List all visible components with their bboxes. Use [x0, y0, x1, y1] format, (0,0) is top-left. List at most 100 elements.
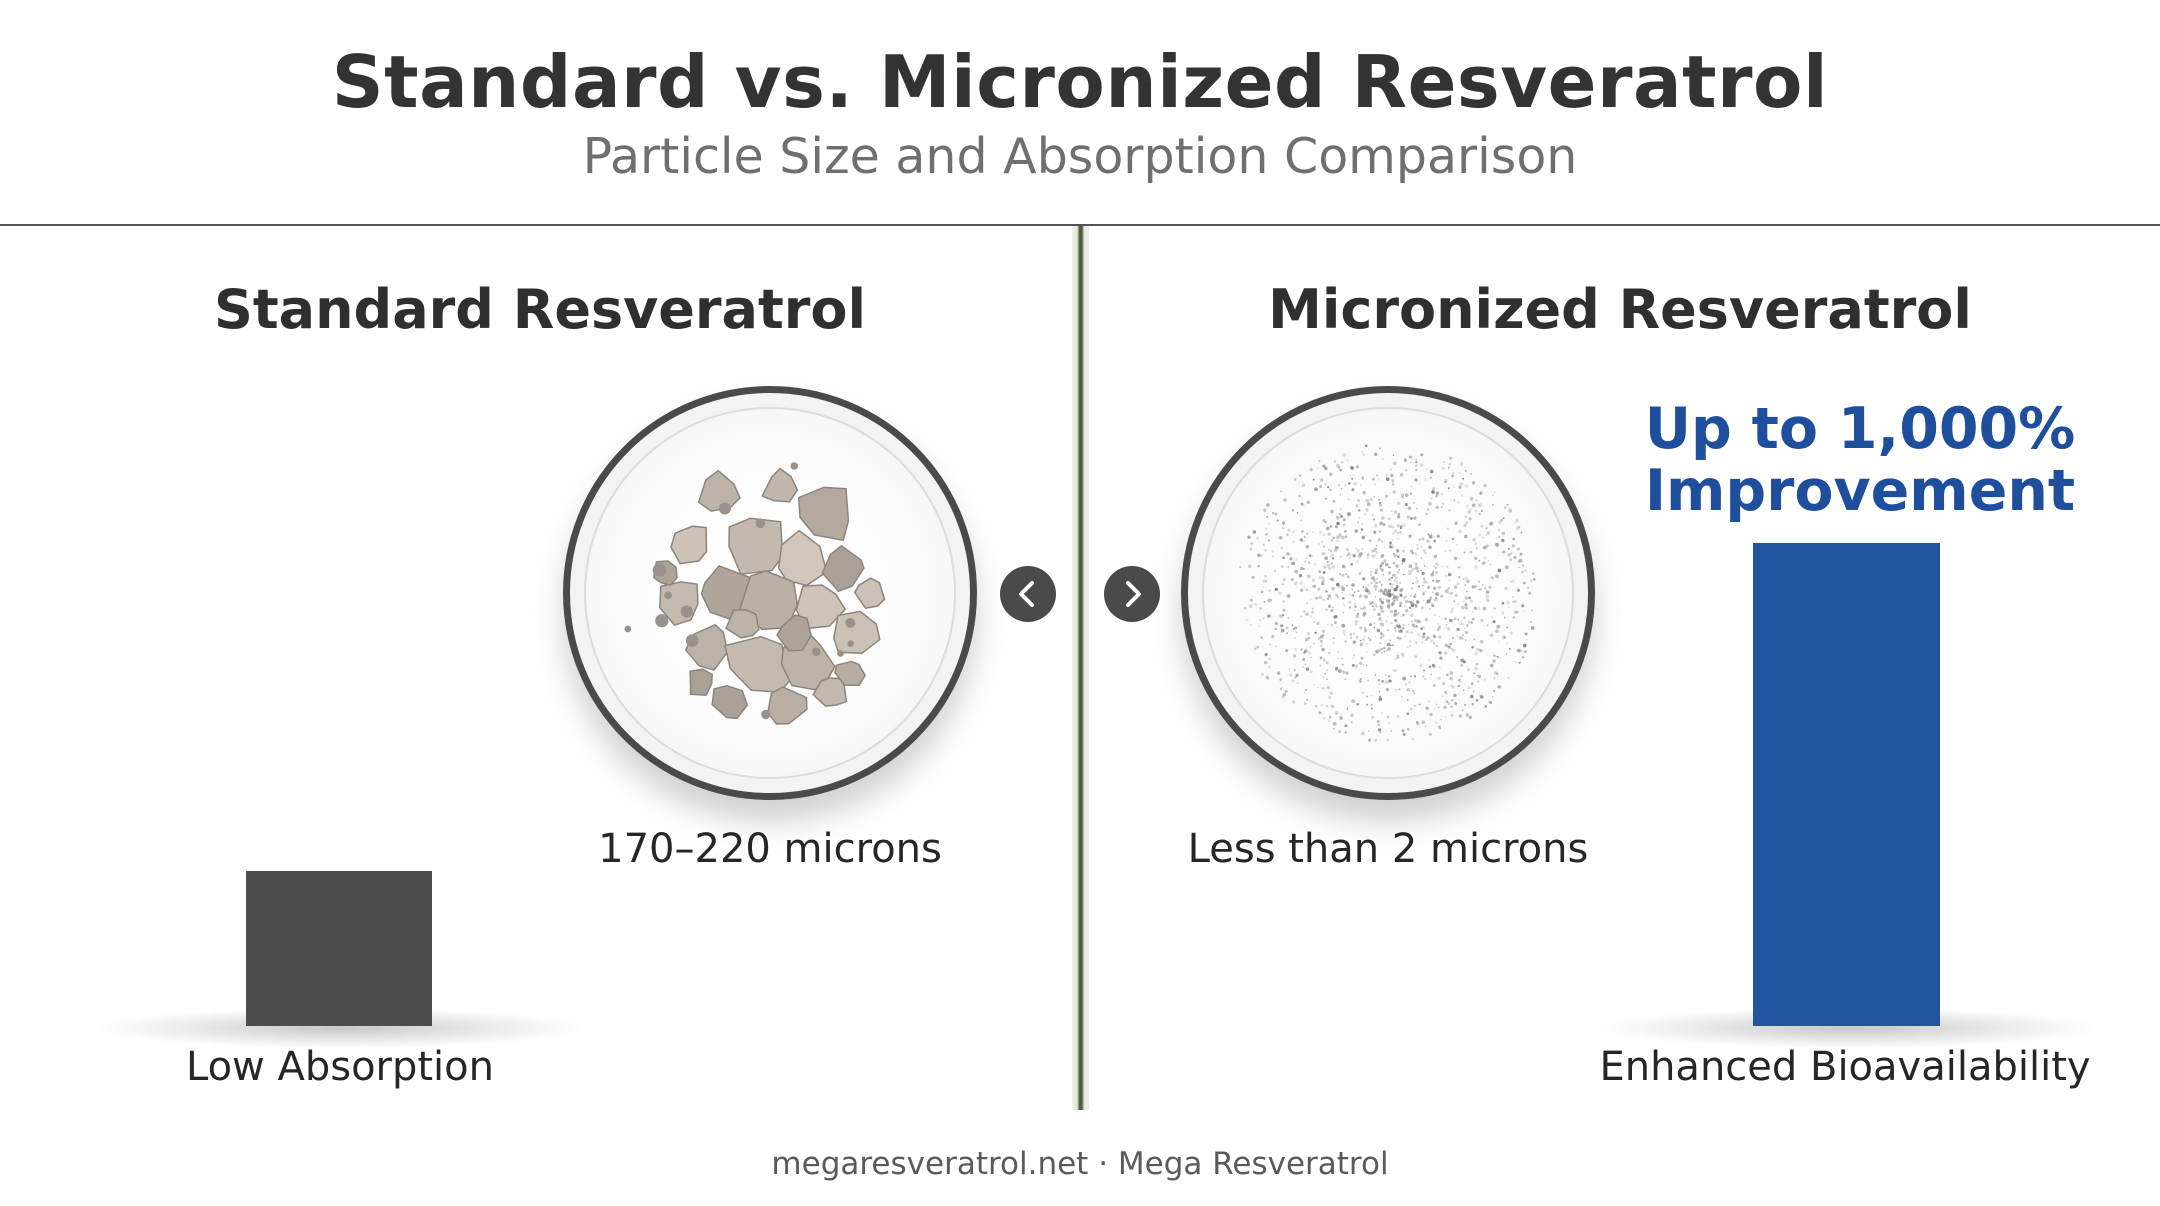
powder-particle [1483, 561, 1486, 564]
powder-particle [1431, 591, 1434, 594]
powder-particle [1465, 713, 1470, 717]
powder-particle [1521, 604, 1525, 608]
powder-particle [1371, 555, 1375, 559]
grain-particle [718, 502, 731, 515]
powder-particle [1392, 561, 1396, 565]
powder-particle [1405, 683, 1408, 686]
powder-particle [1465, 504, 1469, 508]
powder-particle [1397, 624, 1402, 629]
powder-particle [1371, 615, 1373, 617]
powder-particle [1475, 509, 1477, 512]
previous-button[interactable] [1000, 566, 1056, 622]
powder-particle [1391, 525, 1395, 529]
grain-particle [837, 650, 844, 657]
powder-particle [1492, 659, 1496, 663]
micronized-particle-size: Less than 2 microns [1187, 826, 1589, 872]
powder-particle [1482, 606, 1487, 611]
powder-particle [1453, 556, 1458, 561]
powder-particle [1425, 706, 1429, 710]
powder-particle [1355, 465, 1359, 469]
powder-particle [1285, 595, 1289, 598]
powder-particle [1420, 545, 1423, 548]
powder-particle [1274, 627, 1277, 631]
powder-particle [1318, 530, 1322, 534]
powder-particle [1340, 487, 1343, 490]
powder-particle [1318, 570, 1322, 574]
powder-particle [1416, 721, 1419, 724]
powder-particle [1354, 623, 1358, 627]
powder-particle [1329, 472, 1333, 476]
center-divider [1072, 226, 1089, 1110]
powder-particle [1441, 658, 1443, 661]
grain-particle [847, 640, 854, 647]
powder-particle [1478, 533, 1481, 537]
powder-particle [1336, 516, 1338, 518]
powder-particle [1396, 531, 1399, 534]
powder-particle [1352, 654, 1355, 657]
powder-particle [1340, 515, 1343, 518]
powder-particle [1333, 548, 1338, 552]
powder-particle [1262, 585, 1264, 588]
rock-particle [777, 529, 828, 587]
powder-particle [1274, 621, 1278, 625]
powder-particle [1353, 632, 1356, 635]
powder-particle [1380, 619, 1383, 622]
powder-particle [1396, 595, 1399, 597]
next-button[interactable] [1104, 566, 1160, 622]
powder-particle [1481, 696, 1484, 698]
powder-particle [1330, 562, 1333, 565]
powder-particle [1420, 453, 1424, 457]
powder-particle [1498, 520, 1502, 524]
powder-particle [1342, 611, 1345, 614]
powder-particle [1399, 593, 1403, 597]
powder-particle [1388, 607, 1390, 610]
powder-particle [1427, 585, 1431, 590]
powder-particle [1372, 607, 1377, 612]
powder-particle [1497, 535, 1501, 539]
powder-particle [1265, 580, 1268, 583]
grain-particle [685, 634, 699, 647]
powder-particle [1308, 554, 1312, 557]
powder-particle [1422, 599, 1425, 602]
powder-particle [1333, 615, 1337, 619]
powder-particle [1286, 533, 1289, 537]
powder-particle [1402, 614, 1405, 617]
powder-particle [1324, 672, 1326, 675]
powder-particle [1329, 524, 1333, 528]
powder-particle [1391, 602, 1395, 606]
powder-particle [1266, 503, 1270, 507]
powder-particle [1411, 623, 1416, 627]
grain-particle [761, 709, 771, 720]
powder-particle [1383, 650, 1386, 653]
powder-particle [1294, 478, 1297, 481]
powder-particle [1506, 600, 1510, 605]
powder-particle [1387, 647, 1391, 651]
powder-particle [1411, 552, 1414, 555]
chevron-right-icon [1126, 581, 1141, 607]
powder-particle [1344, 724, 1348, 728]
powder-particle [1400, 652, 1405, 657]
powder-particle [1345, 573, 1347, 576]
powder-particle [1324, 483, 1327, 486]
powder-particle [1382, 458, 1384, 460]
powder-particle [1371, 601, 1374, 604]
powder-particle [1300, 588, 1304, 592]
powder-particle [1423, 579, 1427, 584]
powder-particle [1453, 641, 1455, 643]
powder-particle [1414, 562, 1418, 566]
powder-particle [1331, 557, 1335, 560]
powder-particle [1417, 633, 1421, 637]
powder-particle [1476, 674, 1479, 677]
powder-particle [1509, 631, 1513, 635]
powder-particle [1338, 730, 1342, 734]
powder-particle [1467, 510, 1471, 514]
powder-particle [1411, 737, 1414, 741]
powder-particle [1414, 566, 1419, 570]
powder-particle [1416, 507, 1418, 510]
powder-particle [1365, 508, 1369, 512]
powder-particle [1430, 639, 1434, 643]
powder-particle [1435, 598, 1439, 602]
powder-particle [1274, 512, 1278, 516]
powder-particle [1519, 552, 1523, 556]
powder-particle [1306, 602, 1308, 604]
